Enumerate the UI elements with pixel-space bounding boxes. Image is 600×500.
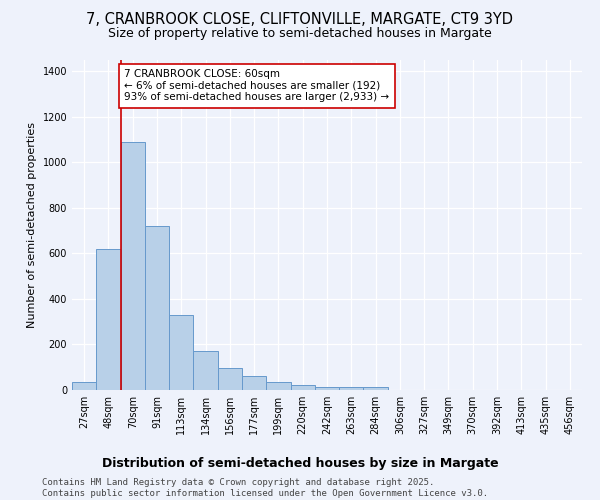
Bar: [72, 382, 96, 390]
Y-axis label: Number of semi-detached properties: Number of semi-detached properties: [27, 122, 37, 328]
Bar: [96, 249, 121, 390]
Bar: [169, 315, 193, 390]
Bar: [145, 226, 169, 390]
Bar: [218, 368, 242, 390]
Bar: [315, 386, 339, 390]
Text: Contains HM Land Registry data © Crown copyright and database right 2025.
Contai: Contains HM Land Registry data © Crown c…: [42, 478, 488, 498]
Text: Distribution of semi-detached houses by size in Margate: Distribution of semi-detached houses by …: [101, 458, 499, 470]
Bar: [364, 388, 388, 390]
Text: 7 CRANBROOK CLOSE: 60sqm
← 6% of semi-detached houses are smaller (192)
93% of s: 7 CRANBROOK CLOSE: 60sqm ← 6% of semi-de…: [124, 69, 389, 102]
Bar: [121, 142, 145, 390]
Bar: [290, 386, 315, 390]
Bar: [266, 382, 290, 390]
Bar: [339, 388, 364, 390]
Bar: [242, 376, 266, 390]
Bar: [193, 352, 218, 390]
Text: Size of property relative to semi-detached houses in Margate: Size of property relative to semi-detach…: [108, 28, 492, 40]
Text: 7, CRANBROOK CLOSE, CLIFTONVILLE, MARGATE, CT9 3YD: 7, CRANBROOK CLOSE, CLIFTONVILLE, MARGAT…: [86, 12, 514, 28]
